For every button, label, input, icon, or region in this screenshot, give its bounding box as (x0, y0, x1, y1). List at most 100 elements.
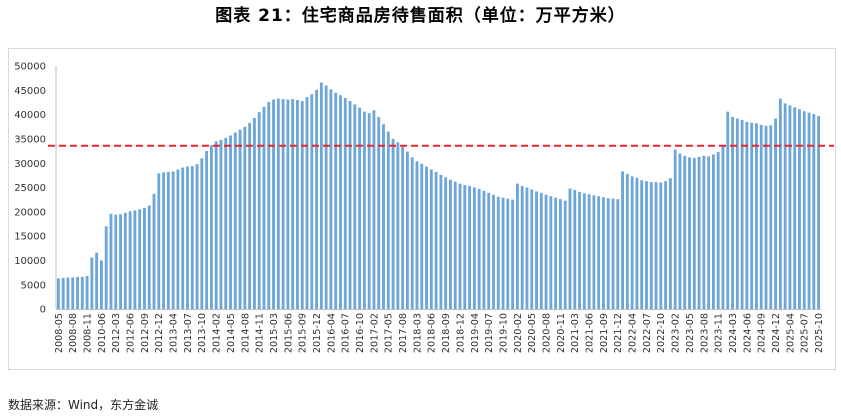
bar (592, 195, 596, 309)
x-tick-label: 2019-10 (498, 313, 509, 353)
bar (219, 139, 223, 309)
bar (104, 226, 108, 309)
x-tick-label: 2015-06 (283, 313, 294, 353)
bar (578, 191, 581, 309)
bar (324, 85, 328, 309)
bar (563, 200, 567, 309)
bar (673, 149, 677, 309)
bar (76, 276, 79, 309)
bar (444, 177, 448, 309)
y-axis-ticks: 0 5000 10000 15000 20000 25000 30000 35000 40000… (14, 62, 46, 316)
bar (401, 146, 405, 309)
bar (71, 277, 75, 309)
y-tick-label: 25000 (14, 183, 46, 194)
bar (319, 82, 323, 310)
x-tick-label: 2018-03 (412, 313, 423, 353)
bar (415, 161, 419, 309)
bar (692, 157, 696, 309)
bars-group (56, 82, 821, 310)
x-tick-label: 2018-06 (427, 313, 438, 353)
bar (296, 100, 299, 310)
bar (602, 197, 605, 309)
source-note: 数据来源：Wind，东方金诚 (8, 398, 159, 412)
bar (472, 187, 476, 309)
bar (755, 123, 758, 309)
bar (382, 124, 385, 309)
bar (549, 196, 553, 309)
x-tick-label: 2008-11 (82, 313, 93, 353)
x-tick-label: 2020-11 (556, 313, 567, 353)
y-tick-label: 20000 (14, 207, 46, 218)
bar (530, 189, 534, 309)
bar (353, 104, 357, 309)
bar (449, 179, 452, 309)
bar (606, 198, 610, 309)
x-tick-label: 2024-03 (728, 313, 739, 353)
bar (315, 89, 319, 309)
bar (659, 182, 663, 309)
bar (654, 182, 658, 309)
bar (645, 181, 648, 309)
x-tick-label: 2021-06 (585, 313, 596, 353)
bar (114, 214, 118, 309)
bar (683, 155, 687, 309)
x-tick-label: 2010-06 (97, 313, 108, 353)
y-tick-label: 45000 (14, 86, 46, 97)
bar (702, 155, 706, 309)
bar (123, 212, 127, 309)
bar (769, 125, 773, 309)
bar (812, 114, 816, 309)
bar (783, 103, 787, 309)
bar (405, 151, 409, 309)
bar (496, 196, 500, 309)
y-tick-label: 10000 (14, 256, 46, 267)
bar (778, 98, 782, 309)
chart-frame (8, 48, 836, 370)
bar (248, 122, 252, 309)
bar (511, 199, 515, 309)
bar (745, 121, 749, 309)
x-tick-label: 2014-08 (240, 313, 251, 353)
bar (788, 105, 792, 310)
bar (243, 126, 247, 309)
bar (625, 173, 629, 309)
bar (339, 95, 342, 309)
bar (233, 132, 237, 309)
x-tick-label: 2018-09 (441, 313, 452, 353)
x-tick-label: 2017-08 (398, 313, 409, 353)
bar (573, 189, 577, 309)
bar (726, 111, 730, 310)
y-tick-label: 35000 (14, 135, 46, 146)
x-tick-label: 2012-12 (154, 313, 165, 353)
bar (506, 198, 510, 309)
bar (515, 183, 519, 309)
bar (272, 99, 275, 309)
bar (429, 169, 433, 309)
y-tick-label: 50000 (14, 62, 46, 73)
bar (367, 113, 371, 309)
bar (186, 166, 189, 309)
x-tick-label: 2024-12 (771, 313, 782, 353)
bar (143, 207, 146, 309)
bar (362, 111, 366, 310)
bar (807, 112, 811, 309)
bar (458, 183, 462, 309)
bar (759, 124, 763, 309)
bar (138, 209, 142, 309)
bar (396, 142, 400, 309)
x-tick-label: 2023-08 (699, 313, 710, 353)
bar (477, 188, 481, 309)
bar (630, 176, 634, 309)
bar (501, 197, 505, 309)
bar (334, 92, 338, 309)
bar (257, 112, 261, 309)
x-tick-label: 2021-03 (570, 313, 581, 353)
bar (539, 192, 543, 309)
bar (200, 158, 204, 309)
x-tick-label: 2008-08 (68, 313, 79, 353)
bar (267, 101, 271, 310)
bar (664, 181, 668, 309)
x-tick-label: 2013-07 (183, 313, 194, 353)
bar (99, 260, 103, 309)
bar (176, 169, 180, 309)
